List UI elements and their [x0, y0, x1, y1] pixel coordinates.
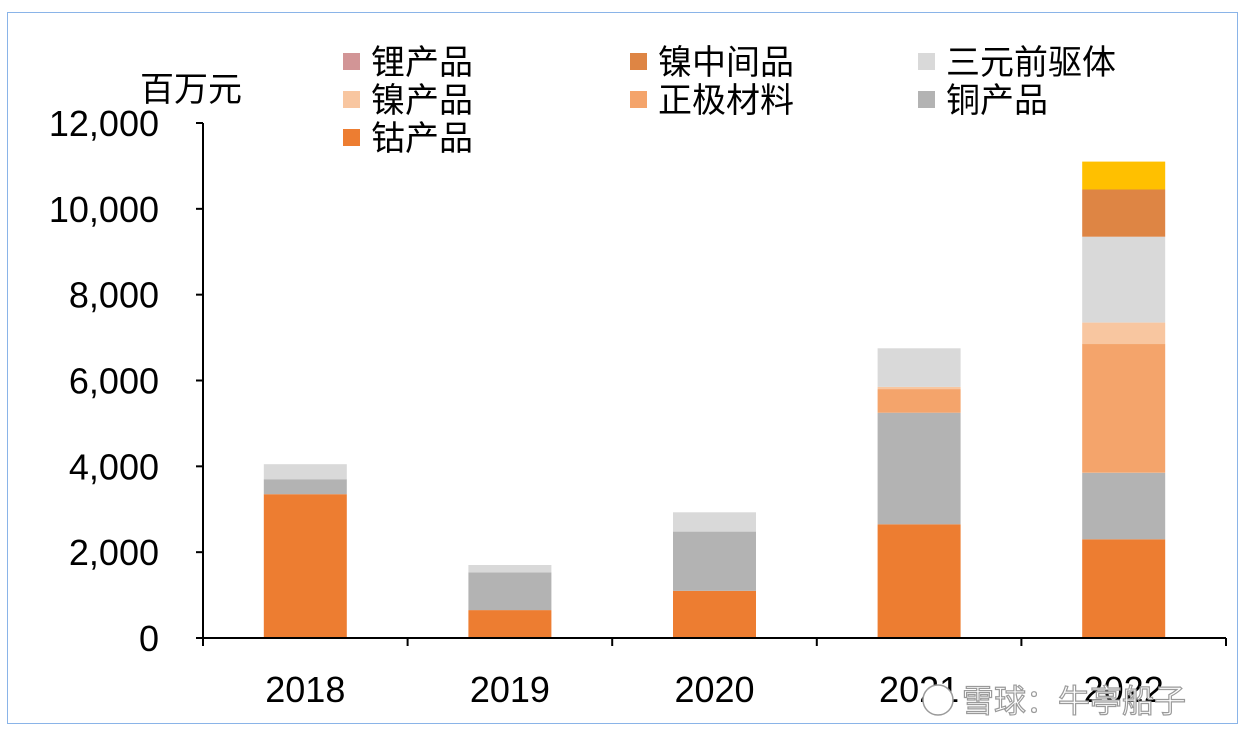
bar-segment-2021-铜产品	[877, 412, 961, 525]
legend-label: 正极材料	[658, 81, 794, 121]
legend-swatch	[918, 53, 935, 70]
bar-segment-2021-镍产品	[877, 386, 961, 389]
legend-swatch	[343, 53, 360, 70]
legend-swatch	[343, 129, 360, 146]
y-tick-label: 0	[139, 618, 159, 659]
x-tick-label-2022: 2022	[1084, 669, 1164, 710]
legend-swatch	[918, 91, 935, 108]
bar-segment-2021-三元前驱体	[877, 348, 961, 387]
bar-segment-2022-三元前驱体	[1082, 236, 1166, 323]
bars-layer	[263, 161, 1166, 638]
y-tick-label: 4,000	[69, 446, 159, 487]
y-axis-unit-label: 百万元	[140, 70, 242, 110]
legend-swatch	[630, 91, 647, 108]
bar-segment-2022-正极材料	[1082, 344, 1166, 473]
bar-segment-2020-铜产品	[673, 531, 756, 591]
bar-segment-2018-三元前驱体	[263, 464, 347, 480]
bar-segment-2018-钴产品	[263, 494, 347, 638]
legend-label: 镍产品	[371, 81, 473, 121]
chart-frame	[7, 12, 1238, 724]
legend-label: 三元前驱体	[946, 43, 1116, 83]
bar-segment-2018-铜产品	[263, 479, 347, 495]
bar-segment-2020-钴产品	[673, 590, 756, 638]
bar-segment-2022-镍产品	[1082, 322, 1166, 345]
x-ticks: 2018 2019 2020 2021 2022	[202, 638, 1227, 710]
legend-label: 钴产品	[371, 119, 473, 159]
bar-segment-2021-钴产品	[877, 524, 961, 638]
bar-segment-2022-钴产品	[1082, 539, 1166, 638]
bar-segment-2019-三元前驱体	[468, 565, 552, 573]
bar-segment-2020-三元前驱体	[673, 512, 756, 532]
x-tick-label-2018: 2018	[265, 669, 345, 710]
watermark-text: 雪球：牛亭船子	[962, 682, 1186, 720]
legend-label: 铜产品	[946, 81, 1048, 121]
bar-segment-2022-镍中间品	[1082, 189, 1166, 237]
y-tick-label: 10,000	[49, 189, 159, 230]
y-tick-label: 12,000	[49, 103, 159, 144]
bar-segment-2021-正极材料	[877, 389, 961, 413]
x-tick-label-2019: 2019	[470, 669, 550, 710]
watermark: 雪球：牛亭船子	[922, 681, 1187, 721]
watermark-snowball-icon	[922, 684, 954, 716]
legend-label: 镍中间品	[658, 43, 794, 83]
bar-segment-2022-series-7	[1082, 161, 1166, 190]
x-tick-label-2020: 2020	[674, 669, 754, 710]
legend-swatch	[343, 91, 360, 108]
y-ticks: 0 2,000 4,000 6,000 8,000 10,000 12,000	[49, 103, 203, 659]
y-tick-label: 6,000	[69, 361, 159, 402]
bar-segment-2019-钴产品	[468, 610, 552, 638]
legend-label: 锂产品	[371, 43, 473, 83]
y-tick-label: 2,000	[69, 532, 159, 573]
bar-segment-2022-铜产品	[1082, 472, 1166, 540]
y-tick-label: 8,000	[69, 275, 159, 316]
bar-segment-2019-铜产品	[468, 572, 552, 611]
legend-swatch	[630, 53, 647, 70]
